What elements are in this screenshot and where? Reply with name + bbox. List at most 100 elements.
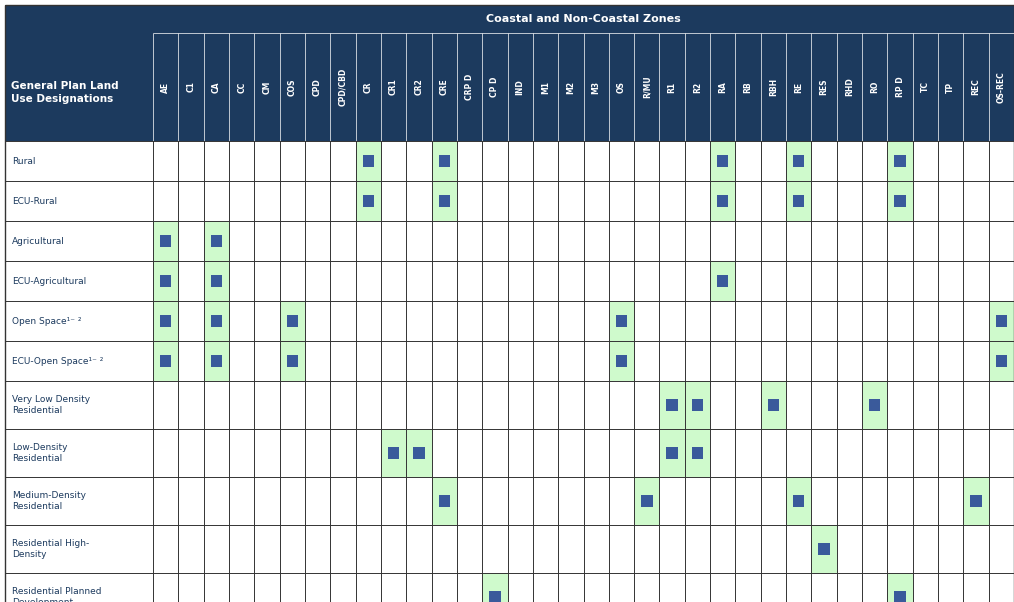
Bar: [211, 315, 222, 327]
Bar: [786, 477, 811, 525]
Bar: [894, 155, 906, 167]
Bar: [204, 261, 229, 301]
Bar: [684, 381, 710, 429]
Bar: [692, 447, 703, 459]
Bar: [381, 429, 407, 477]
Bar: [489, 591, 501, 602]
Text: TP: TP: [946, 81, 955, 93]
Text: CR1: CR1: [389, 79, 399, 95]
Bar: [287, 315, 298, 327]
Bar: [432, 181, 457, 221]
Text: OS-REC: OS-REC: [997, 71, 1006, 103]
Text: General Plan Land
Use Designations: General Plan Land Use Designations: [11, 81, 119, 104]
Text: R1: R1: [667, 81, 676, 93]
Bar: [692, 399, 703, 411]
Bar: [666, 447, 677, 459]
Bar: [356, 141, 381, 181]
Text: C1: C1: [187, 81, 196, 93]
Bar: [793, 195, 804, 206]
Bar: [710, 141, 735, 181]
Bar: [768, 399, 779, 411]
Bar: [760, 381, 786, 429]
Bar: [388, 447, 400, 459]
Bar: [793, 155, 804, 167]
Bar: [280, 341, 305, 381]
Text: RBH: RBH: [769, 78, 778, 96]
Text: CC: CC: [237, 81, 246, 93]
Bar: [862, 381, 887, 429]
Text: Coastal and Non-Coastal Zones: Coastal and Non-Coastal Zones: [486, 14, 680, 24]
Bar: [432, 141, 457, 181]
Text: Rural: Rural: [12, 157, 35, 166]
Bar: [5, 429, 1014, 477]
Text: ECU-Open Space¹⁻ ²: ECU-Open Space¹⁻ ²: [12, 356, 103, 365]
Bar: [684, 429, 710, 477]
Bar: [5, 261, 1014, 301]
Bar: [989, 301, 1014, 341]
Text: RP D: RP D: [895, 76, 904, 98]
Bar: [970, 495, 982, 507]
Text: Agricultural: Agricultural: [12, 237, 65, 246]
Bar: [811, 525, 837, 573]
Bar: [717, 195, 728, 206]
Bar: [5, 381, 1014, 429]
Text: ECU-Agricultural: ECU-Agricultural: [12, 276, 86, 285]
Text: Very Low Density
Residential: Very Low Density Residential: [12, 396, 90, 415]
Bar: [153, 221, 178, 261]
Bar: [438, 155, 450, 167]
Bar: [5, 477, 1014, 525]
Bar: [659, 381, 684, 429]
Bar: [717, 275, 728, 287]
Bar: [5, 341, 1014, 381]
Bar: [5, 141, 1014, 181]
Bar: [786, 181, 811, 221]
Bar: [5, 525, 1014, 573]
Bar: [204, 221, 229, 261]
Bar: [634, 477, 659, 525]
Bar: [438, 195, 450, 206]
Text: IND: IND: [516, 79, 524, 95]
Text: CPD/CBD: CPD/CBD: [339, 68, 348, 106]
Bar: [153, 5, 1014, 33]
Text: ECU-Rural: ECU-Rural: [12, 196, 57, 205]
Text: M1: M1: [541, 81, 550, 93]
Bar: [160, 315, 171, 327]
Bar: [887, 573, 913, 602]
Text: TC: TC: [921, 81, 930, 93]
Bar: [887, 141, 913, 181]
Bar: [204, 301, 229, 341]
Bar: [5, 221, 1014, 261]
Text: CP D: CP D: [491, 77, 499, 97]
Text: RB: RB: [743, 81, 752, 93]
Bar: [153, 261, 178, 301]
Bar: [717, 155, 728, 167]
Text: CPD: CPD: [313, 78, 322, 96]
Text: CR2: CR2: [415, 79, 424, 95]
Text: R2: R2: [693, 81, 702, 93]
Bar: [996, 315, 1007, 327]
Bar: [963, 477, 989, 525]
Text: Low-Density
Residential: Low-Density Residential: [12, 443, 68, 463]
Bar: [211, 275, 222, 287]
Bar: [483, 573, 508, 602]
Bar: [160, 355, 171, 367]
Text: RE: RE: [794, 81, 803, 93]
Bar: [287, 355, 298, 367]
Text: CRP D: CRP D: [465, 74, 474, 100]
Text: Medium-Density
Residential: Medium-Density Residential: [12, 491, 86, 510]
Bar: [608, 341, 634, 381]
Bar: [413, 447, 425, 459]
Text: CRE: CRE: [440, 79, 449, 95]
Bar: [5, 5, 153, 141]
Text: M2: M2: [567, 81, 575, 93]
Bar: [615, 315, 628, 327]
Bar: [407, 429, 432, 477]
Bar: [363, 195, 374, 206]
Text: CA: CA: [212, 81, 221, 93]
Bar: [887, 181, 913, 221]
Bar: [160, 235, 171, 247]
Bar: [438, 495, 450, 507]
Bar: [608, 301, 634, 341]
Bar: [818, 543, 829, 554]
Bar: [989, 341, 1014, 381]
